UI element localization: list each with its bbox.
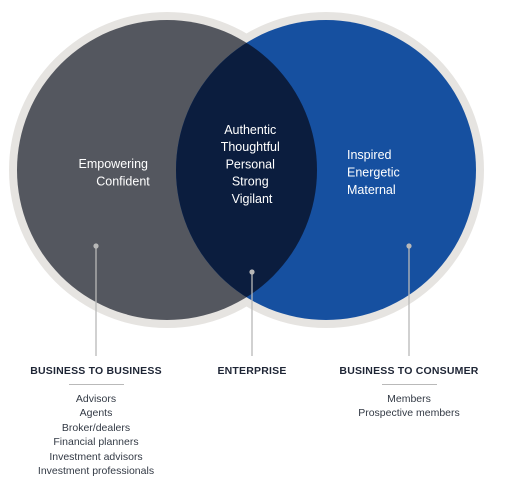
overlap-trait: Authentic: [224, 123, 276, 137]
overlap-traits: Authentic Thoughtful Personal Strong Vig…: [221, 123, 284, 206]
b2b-item: Financial planners: [53, 436, 139, 449]
b2c-item: Prospective members: [358, 407, 460, 420]
b2b-item: Advisors: [75, 393, 117, 405]
right-circle-traits: Inspired Energetic Maternal: [347, 148, 403, 197]
overlap-trait: Thoughtful: [221, 140, 280, 154]
left-trait: Confident: [96, 175, 150, 189]
b2c-item: Members: [387, 393, 431, 405]
right-trait: Energetic: [347, 166, 400, 180]
b2c-list: Members Prospective members: [319, 392, 499, 421]
b2b-list: Advisors Agents Broker/dealers Financial…: [6, 392, 186, 478]
left-circle-traits: Empowering Confident: [79, 157, 152, 189]
b2b-divider: [69, 384, 124, 385]
overlap-trait: Personal: [226, 157, 275, 171]
overlap-trait: Strong: [232, 175, 269, 189]
right-trait: Maternal: [347, 183, 396, 197]
b2b-heading: BUSINESS TO BUSINESS: [30, 365, 162, 377]
left-trait: Empowering: [79, 157, 149, 171]
b2b-item: Agents: [79, 407, 113, 420]
b2c-divider: [382, 384, 437, 385]
b2b-item: Investment advisors: [49, 450, 143, 463]
enterprise-pointer-dot: [249, 269, 255, 275]
b2b-pointer-dot: [93, 243, 99, 249]
b2b-item: Investment professionals: [37, 465, 155, 478]
enterprise-heading: ENTERPRISE: [217, 365, 287, 377]
b2c-pointer-dot: [406, 243, 412, 249]
overlap-region: [176, 20, 317, 320]
b2c-heading: BUSINESS TO CONSUMER: [339, 365, 479, 377]
overlap-trait: Vigilant: [232, 192, 273, 206]
right-trait: Inspired: [347, 148, 392, 162]
b2b-item: Broker/dealers: [61, 421, 131, 434]
